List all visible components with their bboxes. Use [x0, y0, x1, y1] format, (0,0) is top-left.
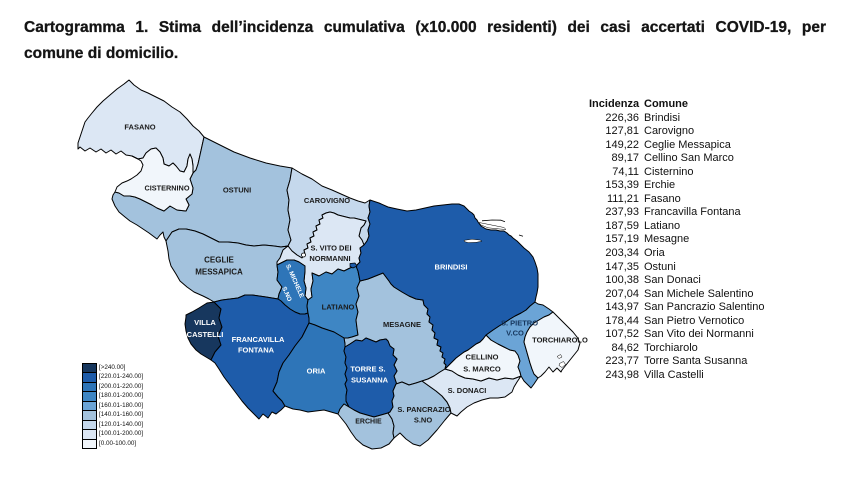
svg-text:CELLINO: CELLINO [466, 353, 499, 362]
svg-text:OSTUNI: OSTUNI [223, 186, 251, 195]
svg-text:LATIANO: LATIANO [322, 302, 355, 311]
svg-text:S.NO: S.NO [414, 416, 433, 425]
svg-text:CAROVIGNO: CAROVIGNO [304, 196, 350, 205]
svg-text:ORIA: ORIA [307, 367, 326, 376]
svg-text:V.CO: V.CO [506, 328, 524, 337]
svg-text:S. PIETRO: S. PIETRO [501, 319, 538, 328]
svg-text:TORRE S.: TORRE S. [350, 365, 385, 374]
svg-text:MESAGNE: MESAGNE [383, 320, 421, 329]
svg-text:S. VITO DEI: S. VITO DEI [310, 244, 351, 253]
svg-text:NORMANNI: NORMANNI [309, 254, 350, 263]
svg-text:FASANO: FASANO [124, 123, 155, 132]
svg-text:S. DONACI: S. DONACI [448, 386, 487, 395]
svg-text:SUSANNA: SUSANNA [351, 376, 389, 385]
svg-text:S.NO: S.NO [280, 286, 293, 303]
svg-text:ERCHIE: ERCHIE [355, 419, 382, 426]
svg-text:CASTELLI: CASTELLI [187, 330, 224, 339]
svg-text:S. MARCO: S. MARCO [463, 365, 501, 374]
svg-text:TORCHIAROLO: TORCHIAROLO [532, 335, 588, 344]
svg-text:CISTERNINO: CISTERNINO [145, 184, 190, 193]
svg-text:FONTANA: FONTANA [238, 346, 275, 355]
svg-text:CEGLIE: CEGLIE [204, 256, 234, 265]
svg-text:BRINDISI: BRINDISI [435, 263, 468, 272]
svg-text:FRANCAVILLA: FRANCAVILLA [232, 335, 285, 344]
svg-text:S. PANCRAZIO: S. PANCRAZIO [397, 405, 450, 414]
svg-text:VILLA: VILLA [194, 318, 216, 327]
svg-text:MESSAPICA: MESSAPICA [195, 268, 243, 277]
